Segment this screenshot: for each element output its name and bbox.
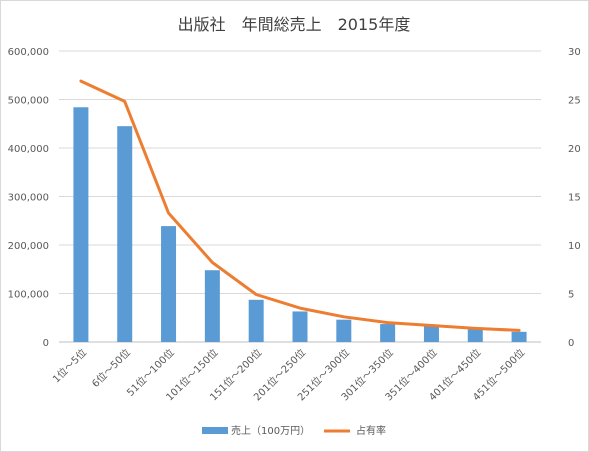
y-right-tick-label: 30 [568, 47, 581, 58]
x-axis: 1位～5位 6位～50位51位～100位101位～150位151位～200位201… [50, 346, 528, 403]
chart-title: 出版社 年間総売上 2015年度 [178, 15, 411, 34]
y-axis-right: 0 5 10 15 20 25 30 [568, 47, 581, 349]
bar [204, 270, 220, 342]
legend-label-sales: 売上（100万円） [231, 424, 310, 437]
gridlines [59, 50, 541, 343]
share-line [79, 79, 521, 332]
legend: 売上（100万円） 占有率 [202, 424, 386, 437]
y-left-tick-label: 100,000 [8, 290, 49, 301]
bar [336, 319, 352, 342]
y-right-tick-label: 15 [568, 193, 581, 204]
y-left-tick-label: 0 [43, 338, 49, 349]
y-left-tick-label: 600,000 [8, 47, 49, 58]
x-tick-label: 1位～5位 [50, 346, 89, 385]
bar-series [73, 107, 527, 342]
line-series [79, 79, 521, 332]
bar [117, 126, 133, 342]
bar [161, 226, 177, 342]
bar [292, 311, 308, 342]
y-left-tick-label: 200,000 [8, 241, 49, 252]
y-left-tick-label: 400,000 [8, 144, 49, 155]
bar [380, 324, 396, 342]
bar [467, 329, 483, 342]
bar [248, 299, 264, 342]
y-right-tick-label: 5 [568, 290, 574, 301]
y-right-tick-label: 25 [568, 96, 581, 107]
y-left-tick-label: 300,000 [8, 193, 49, 204]
y-right-tick-label: 10 [568, 241, 581, 252]
bar [423, 325, 439, 342]
legend-swatch-sales [202, 427, 228, 434]
bar [511, 331, 527, 342]
y-right-tick-label: 20 [568, 144, 581, 155]
bar [73, 107, 89, 342]
x-tick-label: 6位～50位 [89, 346, 133, 390]
y-left-tick-label: 500,000 [8, 96, 49, 107]
legend-label-share: 占有率 [356, 424, 386, 437]
y-right-tick-label: 0 [568, 338, 574, 349]
y-axis-left: 0 100,000 200,000 300,000 400,000 500,000 600,… [8, 47, 49, 349]
